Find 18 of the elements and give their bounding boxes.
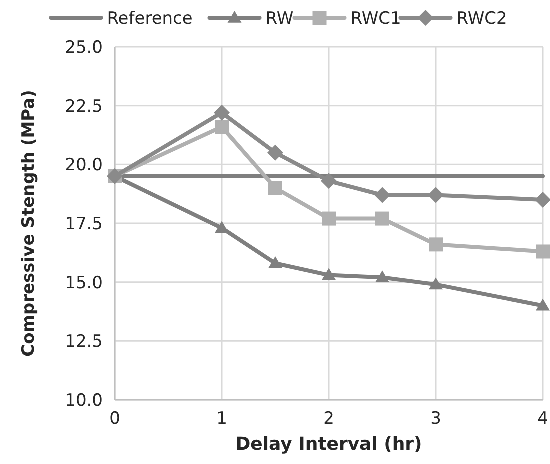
legend-label: RWC1 bbox=[350, 8, 402, 29]
y-tick-label: 17.5 bbox=[65, 214, 103, 234]
y-tick-label: 12.5 bbox=[65, 332, 103, 352]
legend-label: RWC2 bbox=[456, 8, 508, 29]
legend-label: Reference bbox=[107, 8, 193, 29]
x-tick-label: 1 bbox=[216, 409, 228, 429]
y-tick-label: 15.0 bbox=[65, 273, 103, 294]
y-axis-title: Compressive Stength (MPa) bbox=[19, 90, 39, 357]
x-axis-title: Delay Interval (hr) bbox=[236, 434, 422, 455]
x-tick-label: 3 bbox=[430, 409, 442, 429]
x-tick-label: 4 bbox=[538, 409, 548, 429]
y-tick-label: 10.0 bbox=[65, 390, 103, 411]
x-tick-label: 2 bbox=[324, 409, 334, 429]
x-tick-label: 0 bbox=[110, 409, 120, 429]
y-tick-label: 25.0 bbox=[65, 38, 103, 58]
y-tick-label: 20.0 bbox=[65, 156, 103, 176]
legend-label: RW bbox=[266, 8, 294, 29]
y-tick-label: 22.5 bbox=[65, 96, 103, 117]
